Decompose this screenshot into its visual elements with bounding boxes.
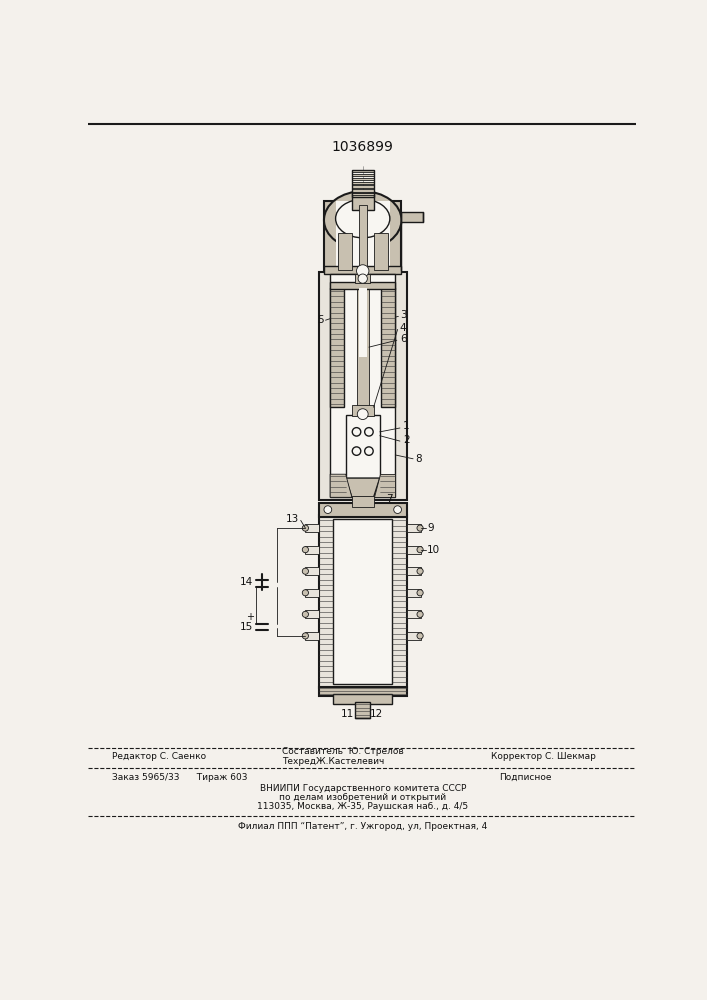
Polygon shape <box>333 694 392 704</box>
Text: 4: 4 <box>400 323 407 333</box>
Polygon shape <box>407 567 421 575</box>
Bar <box>336 201 390 270</box>
Circle shape <box>356 265 369 277</box>
Bar <box>355 702 370 718</box>
Ellipse shape <box>336 199 390 238</box>
Bar <box>333 519 392 684</box>
Bar <box>355 274 370 283</box>
Polygon shape <box>330 474 352 497</box>
Text: 6: 6 <box>400 334 407 344</box>
Circle shape <box>324 506 332 513</box>
Circle shape <box>417 611 423 617</box>
Circle shape <box>357 409 368 420</box>
Circle shape <box>417 525 423 531</box>
Bar <box>319 272 407 500</box>
Circle shape <box>417 547 423 553</box>
Bar <box>359 288 367 357</box>
Polygon shape <box>352 185 373 188</box>
Circle shape <box>358 274 368 283</box>
Polygon shape <box>352 170 373 172</box>
Circle shape <box>394 506 402 513</box>
Text: Филиал ППП “Патент”, г. Ужгород, ул, Проектная, 4: Филиал ППП “Патент”, г. Ужгород, ул, Про… <box>238 822 487 831</box>
Circle shape <box>352 428 361 436</box>
Polygon shape <box>319 503 407 517</box>
Text: 12: 12 <box>370 709 383 719</box>
Text: 5: 5 <box>317 315 324 325</box>
Text: Подписное: Подписное <box>499 773 551 782</box>
Ellipse shape <box>324 191 402 249</box>
Bar <box>346 415 380 480</box>
Polygon shape <box>305 632 319 640</box>
Bar <box>352 193 373 210</box>
Polygon shape <box>407 632 421 640</box>
Bar <box>381 288 395 407</box>
Polygon shape <box>352 182 373 184</box>
Text: 13: 13 <box>286 514 299 524</box>
Polygon shape <box>319 687 407 696</box>
Bar <box>319 515 407 688</box>
Polygon shape <box>402 212 423 222</box>
Bar <box>324 201 402 270</box>
Circle shape <box>352 447 361 455</box>
Polygon shape <box>407 589 421 597</box>
Polygon shape <box>407 524 421 532</box>
Polygon shape <box>346 478 380 497</box>
Circle shape <box>417 568 423 574</box>
Text: 7: 7 <box>386 494 392 504</box>
Polygon shape <box>352 193 373 195</box>
Bar <box>359 205 367 270</box>
Text: 3: 3 <box>400 310 407 320</box>
Bar <box>352 496 373 507</box>
Circle shape <box>303 525 308 531</box>
Polygon shape <box>407 610 421 618</box>
Text: ВНИИПИ Государственного комитета СССР: ВНИИПИ Государственного комитета СССР <box>259 784 466 793</box>
Polygon shape <box>305 524 319 532</box>
Text: 1036899: 1036899 <box>332 140 394 154</box>
Text: 113035, Москва, Ж-35, Раушская наб., д. 4/5: 113035, Москва, Ж-35, Раушская наб., д. … <box>257 802 468 811</box>
Polygon shape <box>352 178 373 180</box>
Circle shape <box>417 590 423 596</box>
Text: Редактор С. Саенко: Редактор С. Саенко <box>112 752 206 761</box>
Bar <box>338 233 352 270</box>
Circle shape <box>365 447 373 455</box>
Bar <box>356 288 369 407</box>
Text: 2: 2 <box>403 435 409 445</box>
Polygon shape <box>324 266 402 274</box>
Bar <box>352 405 373 416</box>
Circle shape <box>417 633 423 639</box>
Circle shape <box>303 633 308 639</box>
Text: +: + <box>246 612 255 622</box>
Polygon shape <box>407 546 421 554</box>
Bar <box>330 274 395 497</box>
Text: 1: 1 <box>403 421 409 431</box>
Text: Корректор С. Шекмар: Корректор С. Шекмар <box>491 752 596 761</box>
Text: по делам изобретений и открытий: по делам изобретений и открытий <box>279 793 446 802</box>
Circle shape <box>303 590 308 596</box>
Text: 15: 15 <box>240 622 252 632</box>
Text: 8: 8 <box>416 454 422 464</box>
Polygon shape <box>305 567 319 575</box>
Polygon shape <box>352 174 373 176</box>
Bar <box>373 233 387 270</box>
Text: ТехредЖ.Кастелевич: ТехредЖ.Кастелевич <box>282 757 385 766</box>
Polygon shape <box>305 610 319 618</box>
Circle shape <box>303 547 308 553</box>
Text: 14: 14 <box>240 577 252 587</box>
Bar <box>330 288 344 407</box>
Circle shape <box>365 428 373 436</box>
Text: 10: 10 <box>427 545 440 555</box>
Text: Заказ 5965/33      Тираж 603: Заказ 5965/33 Тираж 603 <box>112 773 247 782</box>
Circle shape <box>303 568 308 574</box>
Polygon shape <box>352 189 373 192</box>
Text: Составитель  Ю. Стрелов: Составитель Ю. Стрелов <box>282 747 404 756</box>
Circle shape <box>303 611 308 617</box>
Bar <box>352 170 373 197</box>
Bar <box>330 282 395 289</box>
Text: 11: 11 <box>341 709 354 719</box>
Polygon shape <box>373 474 395 497</box>
Polygon shape <box>305 589 319 597</box>
Polygon shape <box>305 546 319 554</box>
Text: 9: 9 <box>427 523 433 533</box>
